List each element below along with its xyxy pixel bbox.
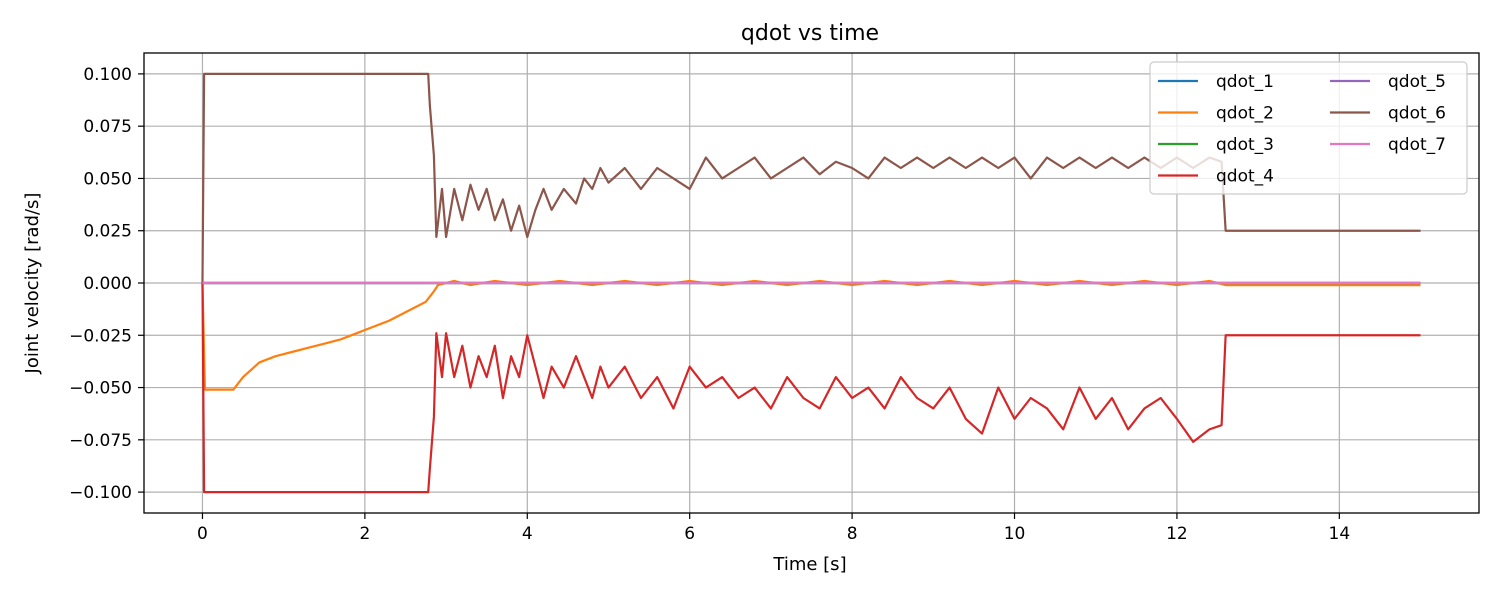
legend-label: qdot_5 bbox=[1388, 72, 1446, 92]
x-tick-label: 14 bbox=[1329, 524, 1351, 544]
legend-item-qdot-4: qdot_4 bbox=[1158, 167, 1274, 187]
legend-item-qdot-3: qdot_3 bbox=[1158, 135, 1274, 155]
x-tick-label: 4 bbox=[522, 524, 533, 544]
y-tick-label: 0.025 bbox=[83, 222, 132, 242]
legend-label: qdot_6 bbox=[1388, 104, 1446, 124]
series-line-qdot-6 bbox=[201, 72, 1421, 284]
legend-item-qdot-5: qdot_5 bbox=[1330, 72, 1446, 92]
y-axis-ticks: −0.100 −0.075 −0.050 −0.025 0.000 0.025 0.050 0… bbox=[69, 65, 144, 503]
legend-label: qdot_1 bbox=[1216, 72, 1274, 92]
y-tick-label: −0.050 bbox=[69, 379, 132, 399]
legend-box bbox=[1149, 61, 1468, 195]
legend-item-qdot-7: qdot_7 bbox=[1330, 135, 1446, 155]
series-lines bbox=[201, 72, 1421, 494]
legend-label: qdot_2 bbox=[1216, 104, 1274, 124]
legend: qdot_1 qdot_2 qdot_3 qdot_4 qdot_5 qdot_6qdot… bbox=[1149, 61, 1468, 195]
legend-label: qdot_3 bbox=[1216, 135, 1274, 155]
y-tick-label: 0.000 bbox=[83, 274, 132, 294]
y-tick-label: −0.025 bbox=[69, 326, 132, 346]
x-axis-label: Time [s] bbox=[772, 554, 846, 575]
y-axis-label: Joint velocity [rad/s] bbox=[22, 193, 43, 375]
x-tick-label: 0 bbox=[197, 524, 208, 544]
chart-title: qdot vs time bbox=[741, 21, 879, 46]
y-tick-label: −0.100 bbox=[69, 483, 132, 503]
x-tick-label: 2 bbox=[359, 524, 370, 544]
legend-item-qdot-1: qdot_1 bbox=[1158, 72, 1274, 92]
series-line-qdot-4 bbox=[201, 282, 1421, 494]
legend-label: qdot_7 bbox=[1388, 135, 1446, 155]
y-tick-label: 0.100 bbox=[83, 65, 132, 85]
legend-item-qdot-2: qdot_2 bbox=[1158, 104, 1274, 124]
x-tick-label: 6 bbox=[684, 524, 695, 544]
y-tick-label: 0.075 bbox=[83, 117, 132, 137]
x-tick-label: 12 bbox=[1166, 524, 1188, 544]
x-tick-label: 8 bbox=[847, 524, 858, 544]
legend-item-qdot-6: qdot_6 bbox=[1330, 104, 1446, 124]
legend-label: qdot_4 bbox=[1216, 167, 1274, 187]
y-tick-label: −0.075 bbox=[69, 431, 132, 451]
x-tick-label: 10 bbox=[1004, 524, 1026, 544]
y-tick-label: 0.050 bbox=[83, 169, 132, 189]
x-axis-ticks: 0 2 4 6 8 10 12 14 bbox=[197, 513, 1350, 544]
